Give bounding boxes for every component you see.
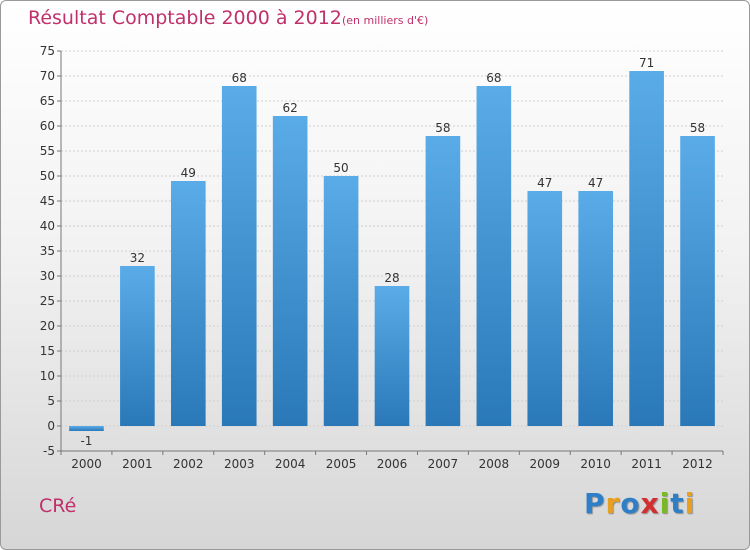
chart-subtitle: (en milliers d'€) (342, 14, 429, 27)
y-tick-label: 5 (47, 394, 55, 408)
bar-2004 (272, 116, 308, 426)
bar-2002 (170, 181, 206, 426)
bar-2007 (425, 136, 461, 426)
x-tick-label-2010: 2010 (580, 457, 611, 471)
logo-letter: t (670, 487, 685, 520)
data-label-2005: 50 (333, 161, 348, 175)
proxiti-logo: Proxiti (584, 487, 695, 520)
y-tick-label: 55 (40, 144, 55, 158)
x-tick-label-2005: 2005 (326, 457, 357, 471)
bar-2010 (578, 191, 614, 426)
y-tick-label: 35 (40, 244, 55, 258)
bar-2009 (527, 191, 563, 426)
data-label-2003: 68 (232, 71, 247, 85)
x-tick-label-2000: 2000 (71, 457, 102, 471)
logo-letter: P (584, 487, 606, 520)
y-tick-label: 25 (40, 294, 55, 308)
commune-name: CRé (39, 495, 77, 517)
x-tick-label-2002: 2002 (173, 457, 204, 471)
y-tick-label: 40 (40, 219, 55, 233)
x-tick-label-2001: 2001 (122, 457, 153, 471)
data-label-2012: 58 (690, 121, 705, 135)
y-tick-label: 65 (40, 94, 55, 108)
bar-2001 (120, 266, 155, 426)
data-label-2000: -1 (80, 434, 92, 448)
data-label-2002: 49 (181, 166, 196, 180)
x-tick-label-2004: 2004 (275, 457, 306, 471)
bar-2000 (69, 426, 104, 431)
data-label-2011: 71 (639, 56, 654, 70)
x-tick-label-2011: 2011 (631, 457, 662, 471)
x-tick-label-2007: 2007 (428, 457, 459, 471)
bar-2005 (323, 176, 359, 426)
y-tick-label: 20 (40, 319, 55, 333)
logo-letter: x (640, 487, 660, 520)
y-tick-label: 60 (40, 119, 55, 133)
y-tick-label: 15 (40, 344, 55, 358)
data-label-2007: 58 (435, 121, 450, 135)
x-tick-label-2012: 2012 (682, 457, 713, 471)
y-tick-label: 45 (40, 194, 55, 208)
y-tick-label: 50 (40, 169, 55, 183)
bar-2003 (221, 86, 257, 426)
bar-2012 (680, 136, 715, 426)
y-tick-label: 30 (40, 269, 55, 283)
data-label-2009: 47 (537, 176, 552, 190)
x-tick-label-2009: 2009 (529, 457, 560, 471)
x-tick-label-2006: 2006 (377, 457, 408, 471)
data-label-2008: 68 (486, 71, 501, 85)
logo-letter: i (684, 487, 696, 520)
logo-letter: r (605, 487, 621, 520)
x-tick-label-2003: 2003 (224, 457, 255, 471)
y-tick-label: 70 (40, 69, 55, 83)
x-tick-label-2008: 2008 (479, 457, 510, 471)
data-label-2004: 62 (283, 101, 298, 115)
logo-letter: o (620, 487, 641, 520)
data-label-2010: 47 (588, 176, 603, 190)
y-tick-label: 0 (47, 419, 55, 433)
logo-letter: i (659, 487, 671, 520)
bar-2006 (374, 286, 410, 426)
data-label-2001: 32 (130, 251, 145, 265)
bar-2011 (629, 71, 664, 426)
chart-title: Résultat Comptable 2000 à 2012 (28, 7, 342, 29)
data-label-2006: 28 (384, 271, 399, 285)
y-tick-label: 75 (40, 44, 55, 58)
y-tick-label: 10 (40, 369, 55, 383)
bar-2008 (476, 86, 512, 426)
y-tick-label: -5 (43, 444, 55, 458)
